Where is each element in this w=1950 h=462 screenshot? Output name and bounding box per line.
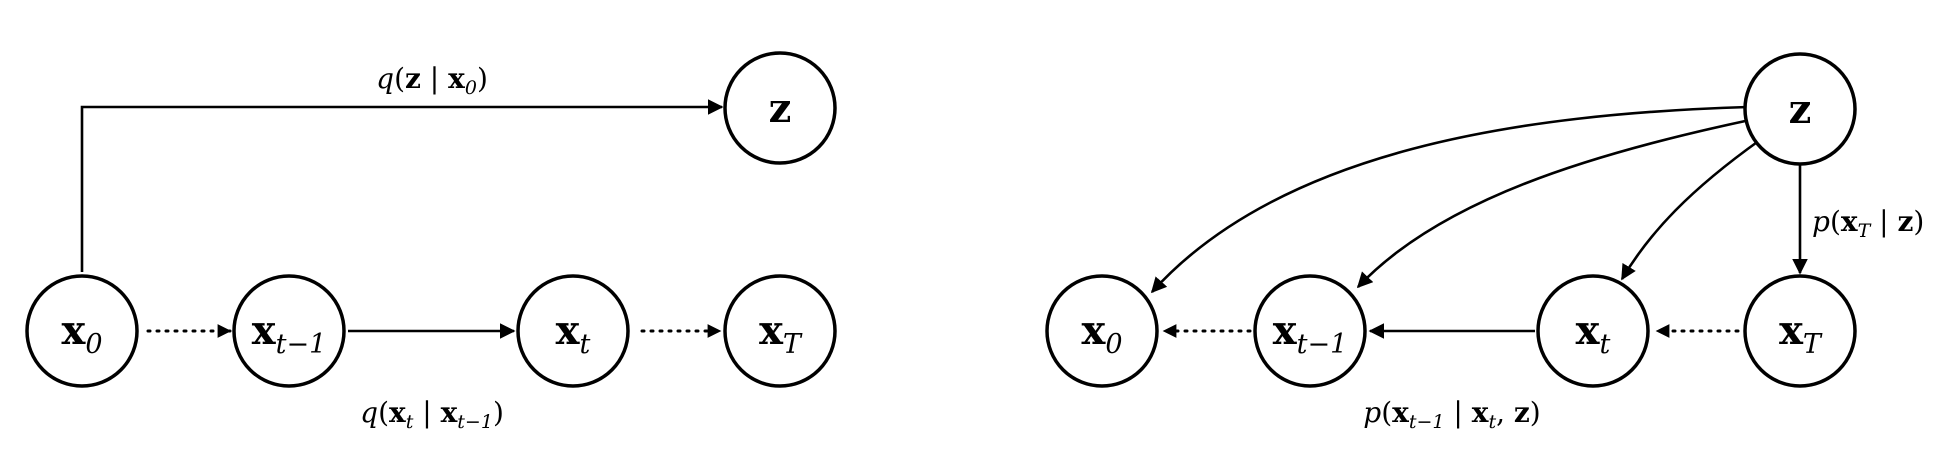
- svg-text:x0: x0: [1081, 307, 1122, 360]
- node-x0: x0: [25, 274, 139, 388]
- edge-x0-to-z: [80, 99, 724, 272]
- node-z: z: [723, 51, 837, 165]
- node-xt-1-sub: t−1: [1297, 329, 1348, 360]
- node-x0: x0: [1045, 274, 1159, 388]
- node-x0-sub: 0: [1105, 329, 1122, 360]
- svg-text:xt−1: xt−1: [252, 307, 327, 360]
- svg-text:xT: xT: [1779, 307, 1823, 360]
- node-x0-main: x: [61, 307, 86, 354]
- node-z: z: [1743, 52, 1857, 166]
- node-xt-sub: t: [580, 329, 591, 360]
- node-xT: xT: [723, 274, 837, 388]
- label-p-xt-1-given-xt-z: p(xt−1 | xt, z): [1363, 396, 1540, 433]
- node-xt-1-main: x: [252, 307, 277, 354]
- node-xt: xt: [1536, 274, 1650, 388]
- node-x0-sub: 0: [85, 329, 102, 360]
- node-xT-main: x: [1779, 307, 1804, 354]
- edge-z-to-xt-1: [1356, 118, 1751, 289]
- label-p-xT-given-z: p(xT | z): [1812, 205, 1924, 242]
- svg-text:xt−1: xt−1: [1273, 307, 1348, 360]
- node-xT-main: x: [759, 307, 784, 354]
- node-xt-main: x: [556, 307, 581, 354]
- node-xt-1: xt−1: [1253, 274, 1367, 388]
- node-xT-sub: T: [783, 329, 803, 360]
- edge-z-to-xt: [1620, 138, 1761, 281]
- node-z-label: z: [1789, 86, 1812, 133]
- right-panel: z x0 xt−1 xt xT p(xT | z): [1045, 52, 1924, 433]
- node-xt-1-main: x: [1273, 307, 1298, 354]
- edge-z-to-x0: [1150, 105, 1749, 294]
- svg-text:xT: xT: [759, 307, 803, 360]
- node-xt-1: xt−1: [232, 274, 346, 388]
- node-xt-1-sub: t−1: [276, 329, 327, 360]
- node-xt-main: x: [1576, 307, 1601, 354]
- node-xT: xT: [1743, 274, 1857, 388]
- node-x0-main: x: [1081, 307, 1106, 354]
- svg-text:xt: xt: [556, 307, 591, 360]
- label-q-xt-given-xt-1: q(xt | xt−1): [360, 396, 504, 433]
- node-z-label: z: [769, 85, 792, 132]
- label-q-z-given-x0: q(z | x0): [376, 62, 488, 99]
- left-panel: z x0 xt−1 xt xT q(z | x0): [25, 51, 837, 433]
- svg-text:x0: x0: [61, 307, 102, 360]
- node-xT-sub: T: [1803, 329, 1823, 360]
- node-xt: xt: [516, 274, 630, 388]
- node-xt-sub: t: [1600, 329, 1611, 360]
- svg-text:xt: xt: [1576, 307, 1611, 360]
